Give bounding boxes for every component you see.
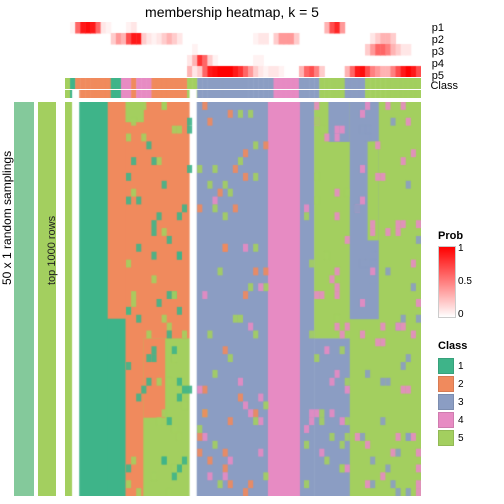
class-legend-1: 1: [438, 358, 464, 374]
class-legend-3: 3: [438, 394, 464, 410]
row-label-p4: p4: [432, 58, 444, 70]
class-strip: [65, 78, 421, 89]
prob-heatmap: [65, 22, 421, 77]
class-legend-title: Class: [438, 340, 467, 352]
main-heatmap: [65, 102, 421, 496]
class-legend-5: 5: [438, 430, 464, 446]
row-annotation-bar-2: [38, 102, 56, 496]
row-label-p1: p1: [432, 22, 444, 34]
row-label-p3: p3: [432, 46, 444, 58]
noise-strip: [65, 90, 421, 98]
row-label-p2: p2: [432, 34, 444, 46]
prob-legend-gradient: [438, 246, 456, 318]
prob-legend-title: Prob: [438, 230, 463, 242]
class-legend-2: 2: [438, 376, 464, 392]
y-label-rows: top 1000 rows: [46, 216, 58, 285]
prob-tick-0: 0: [458, 309, 464, 320]
row-annotation-bar-1: [14, 102, 34, 496]
plot-title: membership heatmap, k = 5: [0, 4, 464, 20]
prob-tick-1: 1: [458, 243, 464, 254]
y-label-samplings: 50 x 1 random samplings: [0, 151, 14, 285]
class-legend-4: 4: [438, 412, 464, 428]
row-label-class: Class: [430, 80, 458, 92]
prob-tick-05: 0.5: [458, 276, 472, 287]
